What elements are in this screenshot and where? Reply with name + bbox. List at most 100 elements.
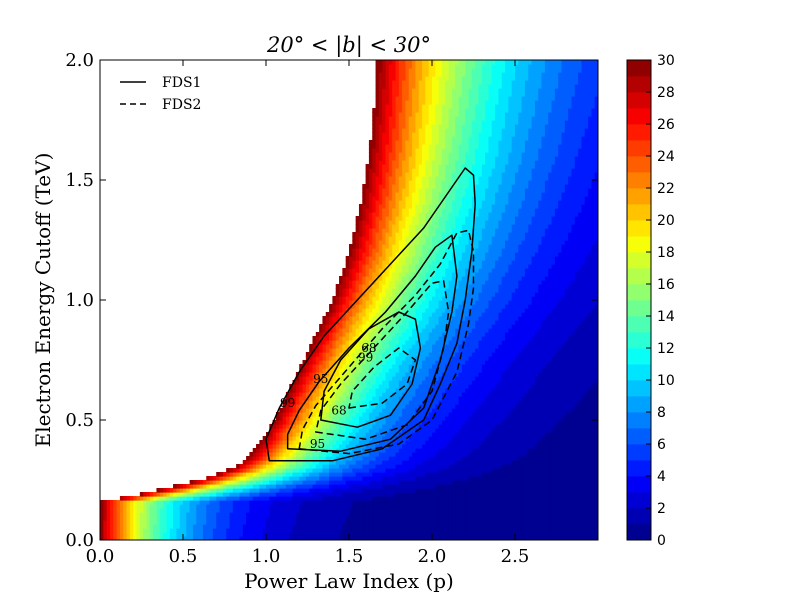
field-cell — [103, 524, 108, 529]
field-cell — [368, 456, 373, 461]
field-cell — [412, 496, 416, 501]
field-cell — [571, 496, 576, 501]
field-cell — [508, 480, 513, 485]
field-cell — [561, 456, 566, 461]
field-cell — [392, 464, 397, 469]
field-cell — [126, 508, 131, 513]
field-cell — [448, 516, 453, 521]
field-cell — [515, 512, 519, 517]
field-cell — [199, 532, 204, 537]
field-cell — [491, 448, 496, 453]
field-cell — [299, 464, 304, 469]
field-cell — [378, 460, 383, 465]
field-cell — [458, 516, 463, 521]
field-cell — [103, 516, 108, 521]
field-cell — [568, 496, 573, 501]
field-cell — [548, 448, 553, 453]
field-cell — [422, 452, 426, 457]
field-cell — [574, 508, 579, 513]
field-cell — [591, 528, 596, 533]
field-cell — [139, 504, 144, 509]
field-cell — [269, 480, 274, 485]
field-cell — [319, 476, 324, 481]
field-cell — [305, 528, 310, 533]
field-cell — [588, 500, 592, 505]
field-cell — [501, 488, 506, 493]
field-cell — [432, 460, 436, 465]
field-cell — [531, 496, 536, 501]
field-cell — [169, 492, 174, 497]
field-cell — [445, 528, 450, 533]
field-cell — [113, 536, 118, 540]
field-cell — [109, 532, 114, 537]
field-cell — [236, 532, 241, 537]
field-cell — [491, 476, 496, 481]
field-cell — [202, 520, 207, 525]
field-cell — [349, 480, 353, 485]
field-cell — [292, 524, 297, 529]
field-cell — [259, 512, 264, 517]
field-cell — [485, 528, 490, 533]
field-cell — [395, 508, 400, 513]
field-cell — [515, 476, 519, 481]
field-cell — [309, 444, 314, 449]
field-cell — [192, 520, 197, 525]
field-cell — [146, 520, 151, 525]
field-cell — [285, 464, 290, 469]
field-cell — [179, 508, 184, 513]
field-cell — [564, 524, 569, 529]
field-cell — [584, 444, 589, 449]
field-cell — [329, 492, 333, 497]
field-cell — [385, 464, 390, 469]
field-cell — [478, 452, 483, 457]
field-cell — [136, 516, 141, 521]
field-cell — [282, 436, 287, 441]
field-cell — [458, 468, 463, 473]
field-cell — [382, 440, 387, 445]
field-cell — [478, 528, 483, 533]
field-cell — [159, 492, 164, 497]
field-cell — [551, 488, 556, 493]
field-cell — [498, 444, 503, 449]
field-cell — [189, 524, 194, 529]
field-cell — [438, 444, 443, 449]
field-cell — [322, 528, 327, 533]
field-cell — [299, 516, 304, 521]
field-cell — [465, 476, 470, 481]
field-cell — [123, 536, 128, 540]
field-cell — [126, 504, 131, 509]
field-cell — [538, 516, 543, 521]
field-cell — [282, 460, 287, 465]
field-cell — [511, 464, 516, 469]
field-cell — [378, 484, 383, 489]
field-cell — [584, 496, 589, 501]
field-cell — [478, 500, 483, 505]
field-cell — [534, 488, 539, 493]
field-cell — [461, 468, 466, 473]
field-cell — [568, 480, 573, 485]
field-cell — [591, 460, 596, 465]
field-cell — [548, 472, 553, 477]
field-cell — [445, 456, 450, 461]
field-cell — [412, 468, 416, 473]
field-cell — [342, 472, 347, 477]
field-cell — [143, 528, 148, 533]
field-cell — [461, 532, 466, 537]
field-cell — [222, 512, 227, 517]
field-cell — [126, 496, 131, 501]
field-cell — [521, 440, 526, 445]
field-cell — [571, 512, 576, 517]
field-cell — [226, 516, 231, 521]
field-cell — [564, 532, 569, 537]
field-cell — [561, 452, 566, 457]
field-cell — [515, 468, 519, 473]
field-cell — [176, 488, 181, 493]
field-cell — [531, 452, 536, 457]
field-cell — [388, 468, 393, 473]
field-cell — [538, 480, 543, 485]
field-cell — [451, 452, 456, 457]
field-cell — [329, 468, 333, 473]
field-cell — [441, 464, 446, 469]
field-cell — [584, 488, 589, 493]
field-cell — [584, 452, 589, 457]
